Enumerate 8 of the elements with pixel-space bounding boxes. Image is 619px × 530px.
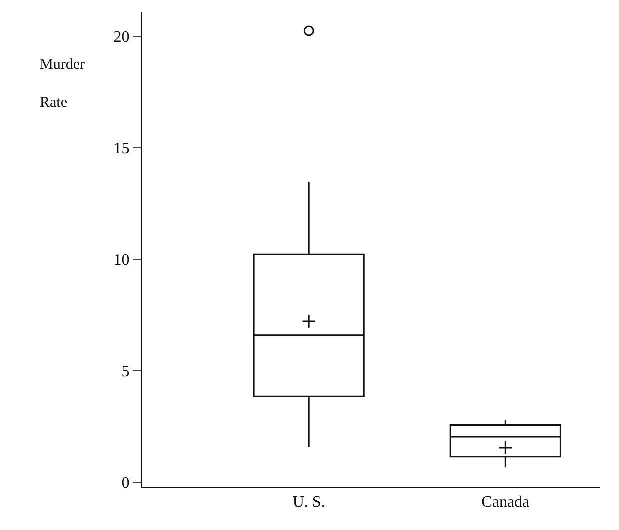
- y-tick-label: 10: [114, 252, 130, 270]
- x-tick-label: Canada: [482, 494, 530, 512]
- y-tick-label: 0: [122, 475, 130, 492]
- y-tick-label: 5: [122, 364, 130, 381]
- y-tick-label: 20: [114, 29, 130, 46]
- y-tick-label: 15: [114, 140, 130, 158]
- text: Murder Rate: [40, 57, 85, 111]
- x-tick-label: U. S.: [292, 494, 326, 512]
